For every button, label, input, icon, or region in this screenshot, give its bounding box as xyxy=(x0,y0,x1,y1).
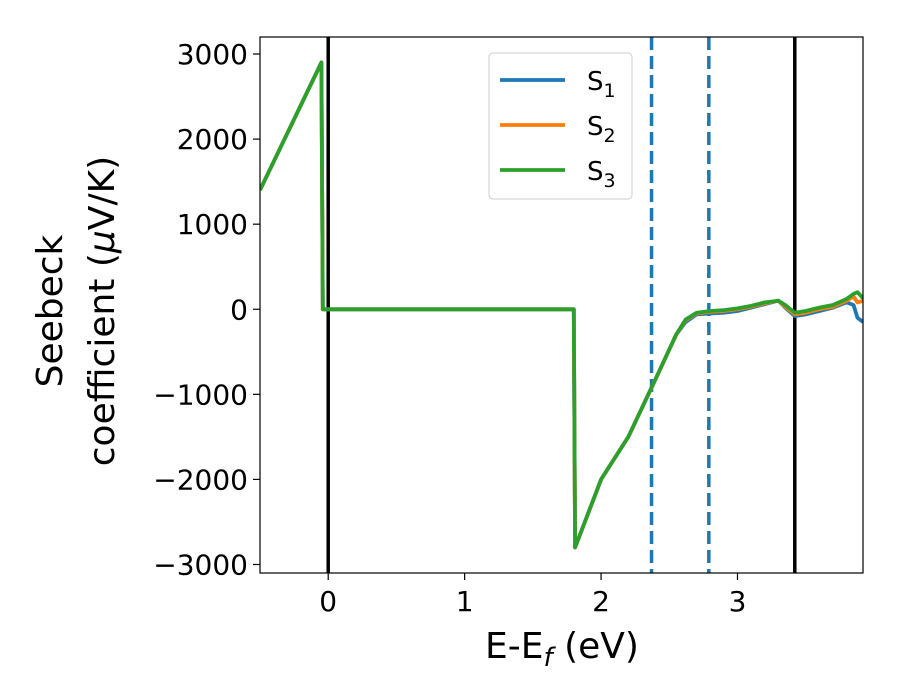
series-line-S3 xyxy=(260,60,863,550)
y-tick-label: 3000 xyxy=(177,38,248,71)
y-tick-label: −3000 xyxy=(153,548,248,581)
x-tick-label: 0 xyxy=(319,585,337,618)
y-axis-ticks: 3000 2000 1000 0 −1000 −2000 −3000 xyxy=(153,38,260,581)
plot-frame xyxy=(259,36,864,574)
y-tick-label: 2000 xyxy=(177,123,248,156)
y-tick-label: 1000 xyxy=(177,208,248,241)
x-tick-label: 3 xyxy=(729,585,747,618)
legend-label-S3: S3 xyxy=(587,157,616,192)
y-axis-title: Seebeck coefficient (μV/K) xyxy=(30,156,123,466)
y-tick-label: −1000 xyxy=(153,378,248,411)
x-tick-label: 2 xyxy=(592,585,610,618)
y-tick-label: −2000 xyxy=(153,463,248,496)
y-axis-title-line2: coefficient (μV/K) xyxy=(82,156,123,466)
x-axis-ticks: 0 1 2 3 xyxy=(319,573,746,618)
x-axis-title: E-Ef (eV) xyxy=(485,626,639,673)
vertical-reference-lines xyxy=(326,37,797,573)
legend-label-S1: S1 xyxy=(587,67,616,102)
y-axis-title-line1: Seebeck xyxy=(30,234,71,387)
legend: S1 S2 S3 xyxy=(488,52,633,200)
series-lines xyxy=(260,60,863,550)
legend-label-S2: S2 xyxy=(587,112,616,147)
x-tick-label: 1 xyxy=(456,585,474,618)
y-tick-label: 0 xyxy=(230,293,248,326)
